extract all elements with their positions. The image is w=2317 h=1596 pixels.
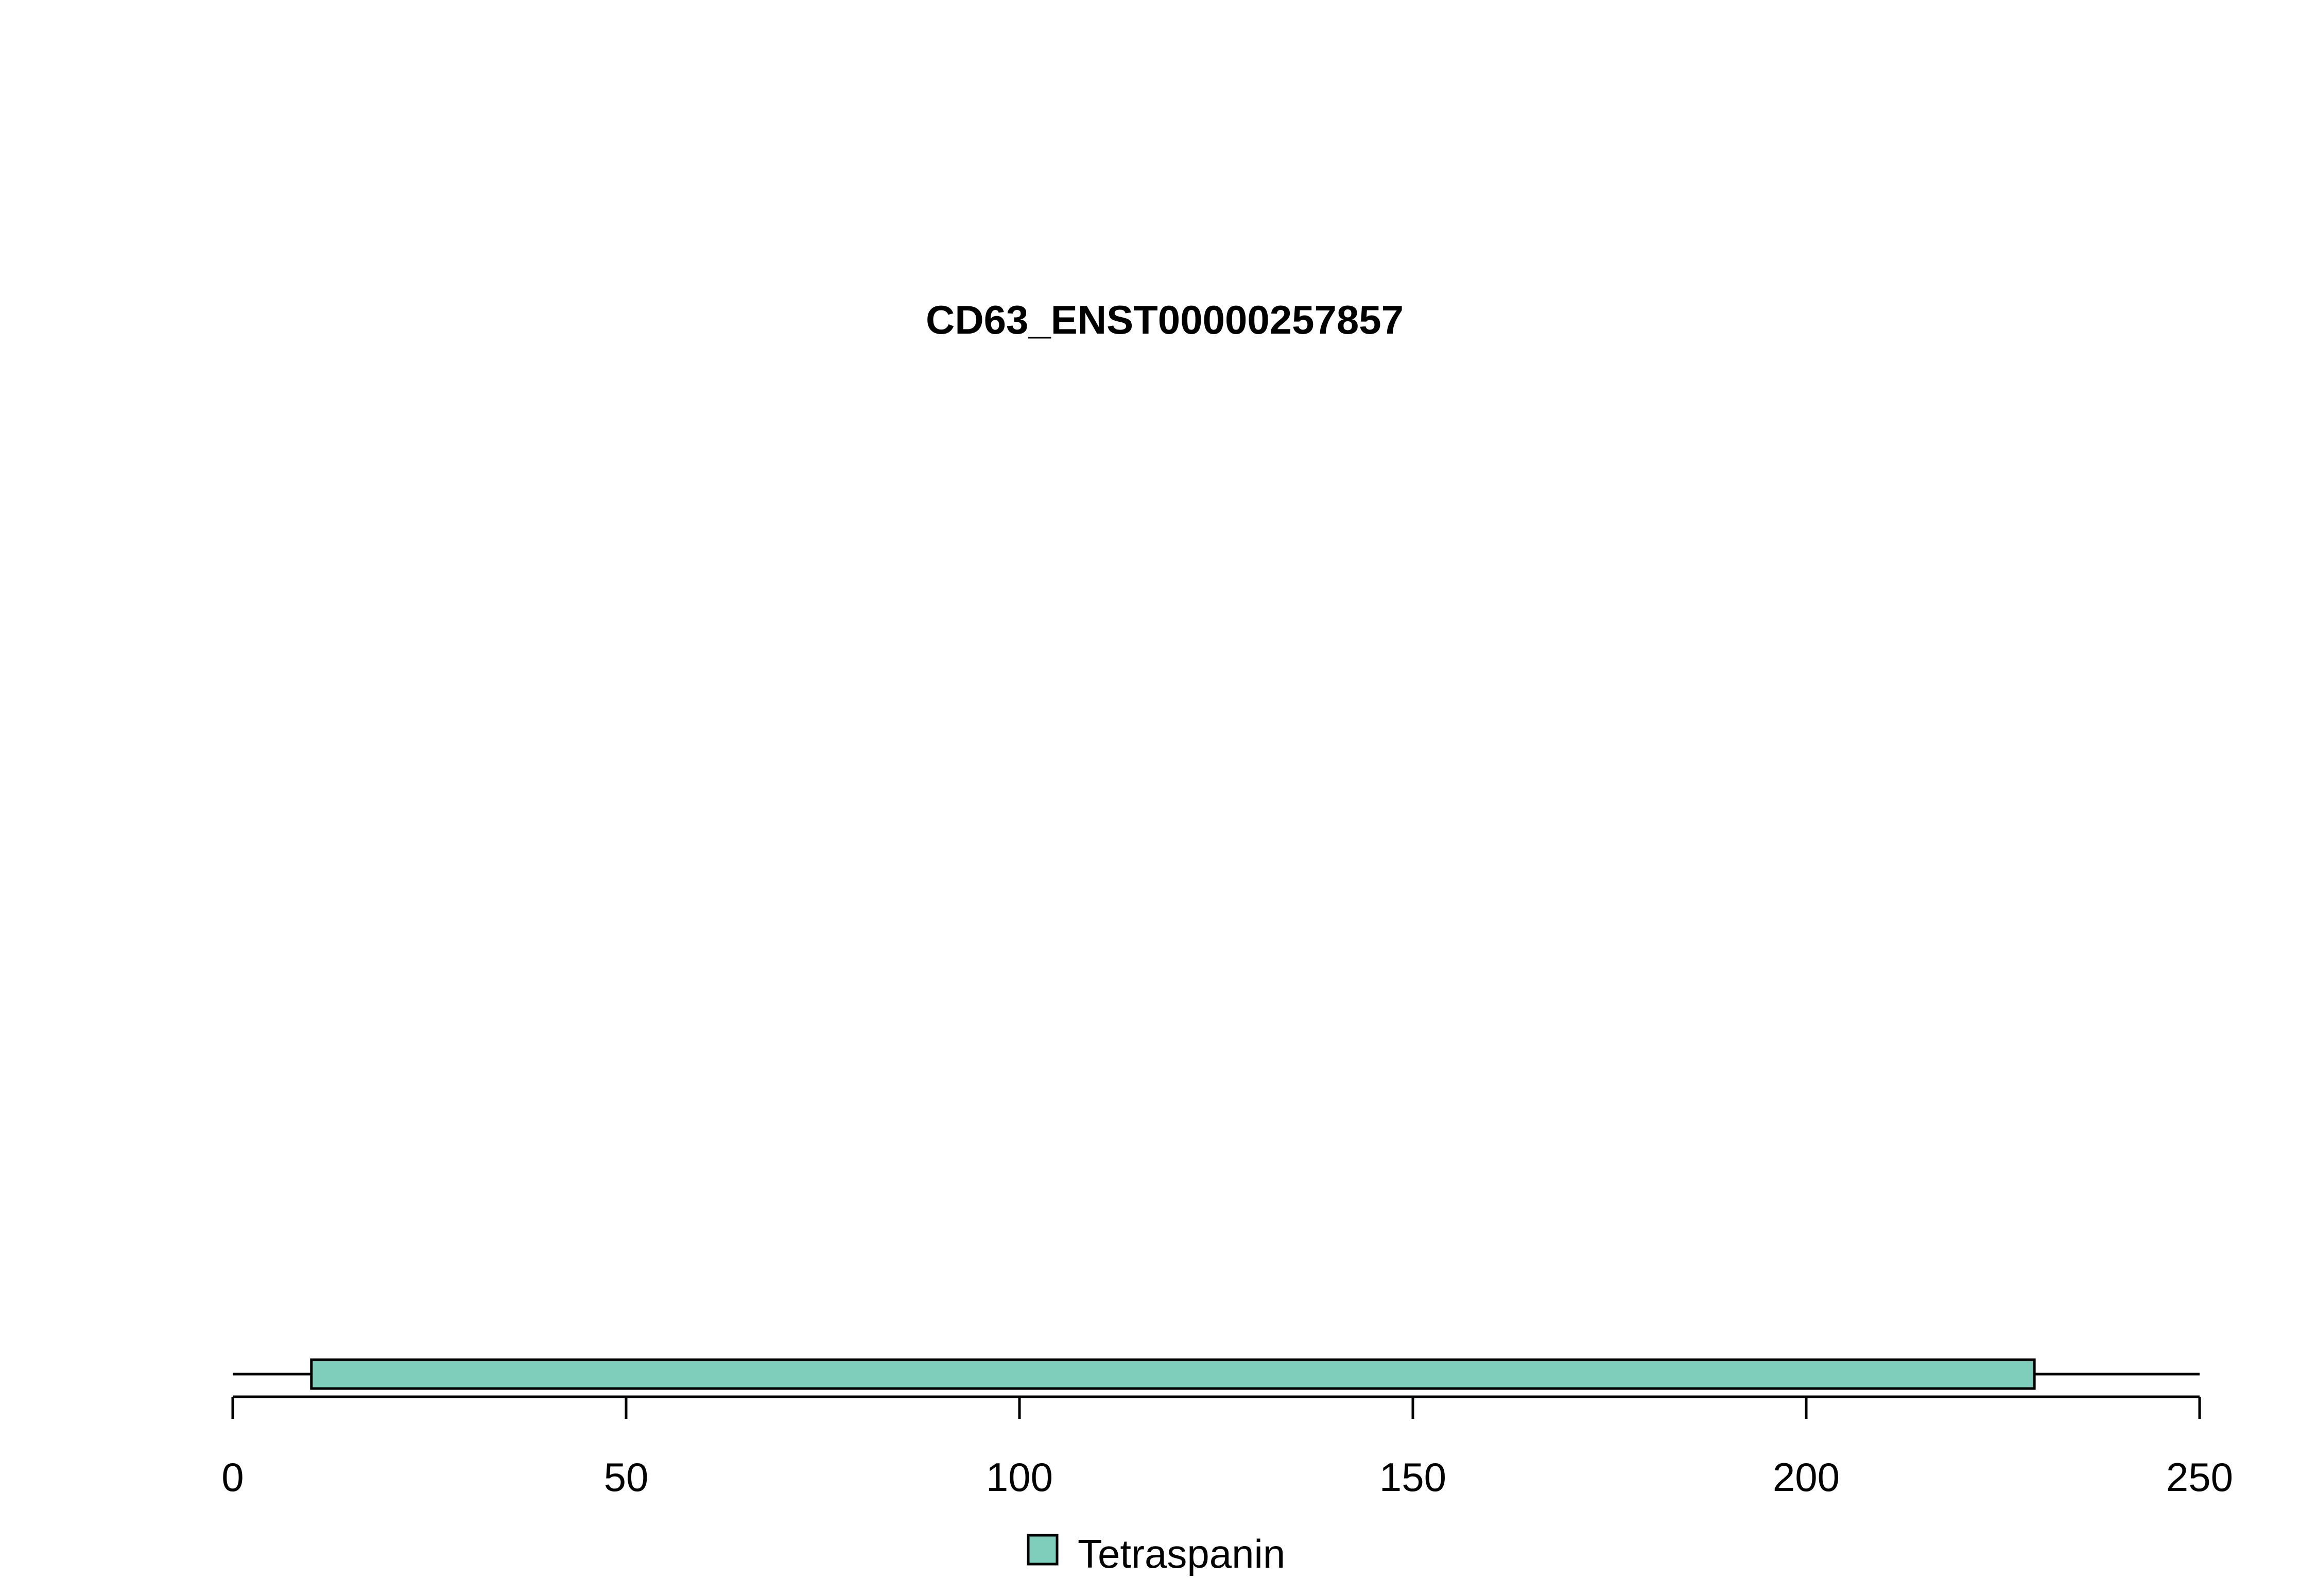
domains-group — [310, 1358, 2036, 1390]
x-axis-tick-label: 200 — [1773, 1454, 1840, 1500]
x-axis-tick-label: 250 — [2166, 1454, 2233, 1500]
x-axis-tick-label: 150 — [1379, 1454, 1446, 1500]
chart-title: CD63_ENST00000257857 — [926, 297, 1404, 342]
legend-swatch — [1027, 1534, 1059, 1566]
x-axis-tick-label: 50 — [604, 1454, 649, 1500]
x-axis-tick-label: 100 — [986, 1454, 1053, 1500]
x-axis-ticks — [231, 1397, 2201, 1419]
x-axis-tick-label: 0 — [221, 1454, 244, 1500]
x-axis: 0 50 100 150 200 250 — [221, 1395, 2233, 1500]
domain-bar — [310, 1358, 2036, 1390]
legend-label: Tetraspanin — [1078, 1531, 1285, 1576]
legend: Tetraspanin — [1027, 1531, 1285, 1576]
x-axis-tick-labels: 0 50 100 150 200 250 — [221, 1454, 2233, 1500]
